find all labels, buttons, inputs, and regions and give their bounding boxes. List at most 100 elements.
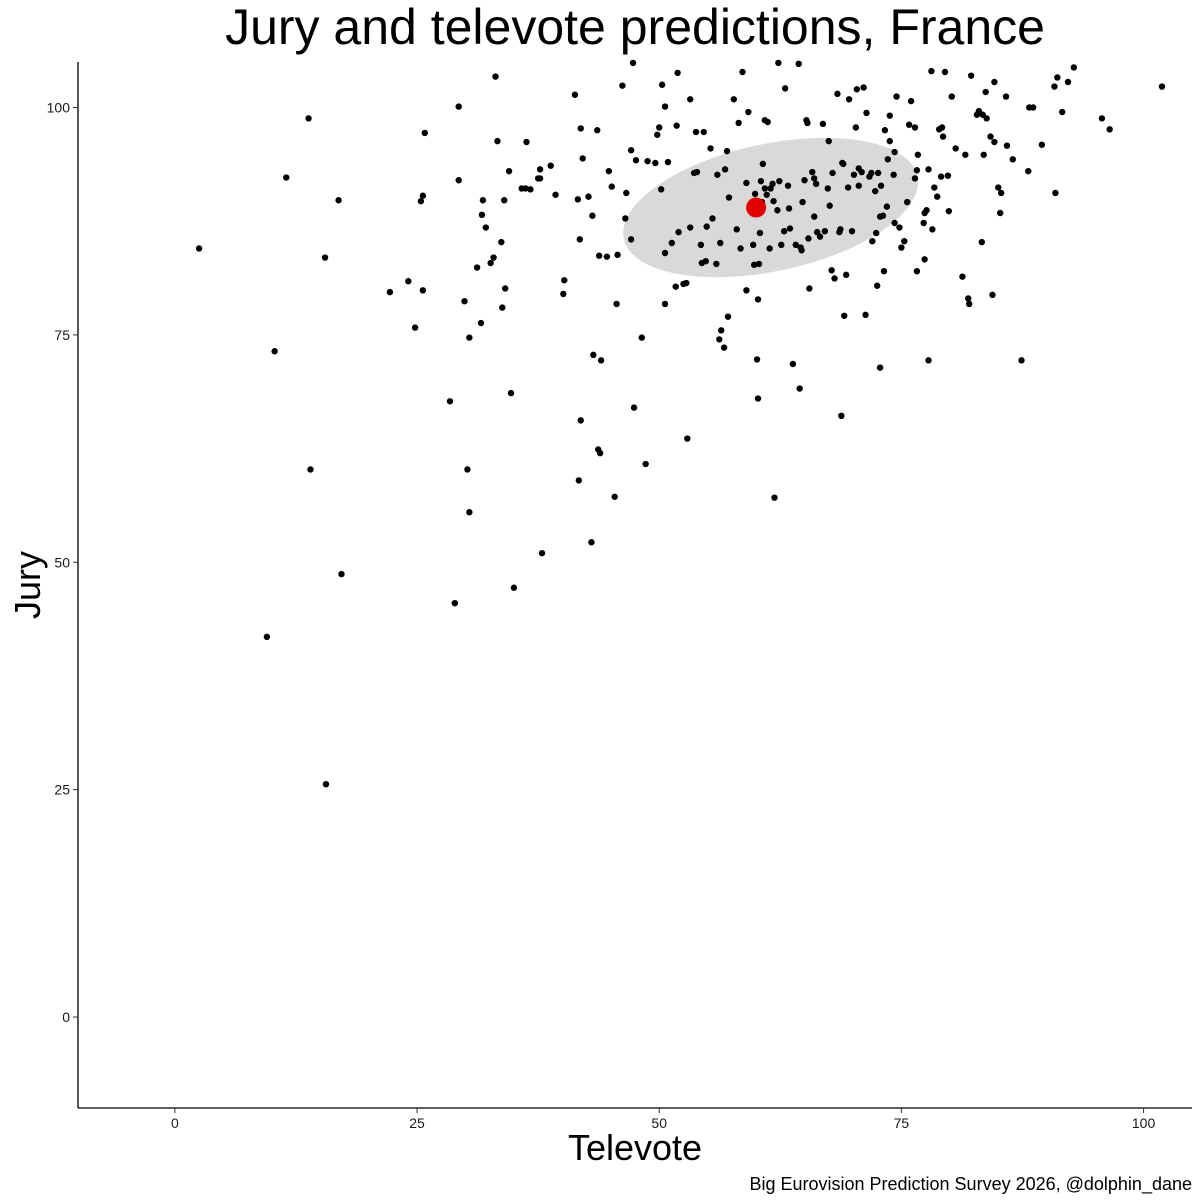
data-point	[801, 177, 808, 184]
data-point	[948, 93, 955, 100]
data-point	[945, 207, 953, 215]
data-point	[805, 235, 812, 242]
data-point	[335, 197, 342, 204]
data-point	[730, 96, 738, 103]
data-point	[883, 203, 891, 210]
data-point	[684, 435, 691, 442]
data-point	[829, 169, 836, 177]
data-point	[757, 177, 765, 185]
data-point	[579, 155, 586, 162]
data-point	[577, 417, 584, 424]
x-tick-label: 75	[894, 1115, 910, 1131]
data-point	[743, 287, 750, 294]
data-point	[664, 158, 672, 166]
data-point	[642, 460, 649, 468]
data-point	[876, 364, 884, 371]
data-point	[499, 304, 506, 311]
data-point	[657, 186, 665, 193]
data-point	[1054, 74, 1061, 81]
data-point	[687, 96, 694, 103]
data-point	[523, 138, 530, 146]
data-point	[737, 245, 744, 252]
data-point	[1052, 189, 1059, 197]
data-point	[644, 157, 651, 165]
data-point	[921, 256, 928, 263]
data-point	[966, 300, 973, 308]
data-point	[880, 268, 888, 275]
data-point	[837, 226, 844, 233]
data-point	[821, 227, 829, 235]
data-point	[828, 267, 835, 274]
data-point	[608, 183, 615, 190]
chart-caption: Big Eurovision Prediction Survey 2026, @…	[749, 1174, 1192, 1195]
data-point	[494, 137, 501, 145]
data-point	[770, 197, 777, 205]
data-point	[588, 539, 595, 546]
data-point	[589, 212, 596, 219]
data-point	[759, 160, 767, 168]
y-tick-label: 0	[62, 1009, 70, 1025]
data-point	[886, 137, 893, 145]
data-point	[834, 90, 841, 98]
data-point	[614, 251, 621, 259]
data-point	[1106, 126, 1113, 133]
data-point	[721, 166, 729, 173]
x-tick-label: 50	[651, 1115, 667, 1131]
data-point	[749, 241, 757, 249]
data-point	[419, 287, 427, 294]
data-point	[755, 260, 763, 268]
data-point	[804, 119, 811, 127]
data-point	[938, 124, 946, 131]
data-point	[789, 360, 797, 368]
data-point	[995, 184, 1002, 191]
x-axis-title: Televote	[568, 1127, 702, 1168]
data-point	[754, 296, 762, 303]
chart-title: Jury and televote predictions, France	[225, 0, 1045, 55]
data-point	[652, 159, 659, 167]
data-point	[597, 357, 605, 364]
data-point	[886, 112, 893, 119]
data-point	[510, 584, 518, 591]
data-point	[775, 59, 782, 67]
data-point	[421, 129, 428, 137]
data-point	[934, 193, 941, 200]
data-point	[925, 357, 932, 364]
data-point	[901, 237, 908, 245]
data-point	[1018, 357, 1025, 364]
data-point	[739, 68, 746, 76]
data-point	[386, 288, 394, 296]
data-point	[965, 295, 972, 302]
data-point	[952, 145, 959, 152]
data-point	[538, 549, 546, 557]
data-point	[492, 73, 499, 80]
data-point	[1029, 104, 1037, 111]
data-point	[786, 225, 794, 232]
data-point	[845, 96, 853, 103]
data-point	[700, 128, 707, 136]
data-point	[724, 313, 732, 320]
data-point	[785, 205, 793, 212]
data-point	[702, 257, 709, 265]
data-point	[863, 109, 870, 117]
data-point	[263, 633, 271, 641]
data-point	[723, 147, 731, 155]
data-point	[411, 324, 419, 331]
data-point	[763, 191, 770, 198]
data-point	[750, 261, 758, 269]
data-point	[560, 290, 567, 298]
data-point	[613, 300, 620, 308]
data-point	[713, 260, 720, 268]
data-point	[605, 167, 613, 175]
data-point	[778, 241, 785, 249]
data-point	[884, 156, 892, 163]
data-point	[1025, 167, 1032, 175]
data-point	[798, 247, 805, 254]
data-point	[806, 285, 813, 292]
data-point	[596, 449, 604, 457]
data-point	[661, 249, 669, 257]
data-point	[477, 319, 485, 327]
data-point	[939, 133, 947, 140]
data-point	[305, 115, 312, 122]
data-point	[904, 198, 911, 206]
